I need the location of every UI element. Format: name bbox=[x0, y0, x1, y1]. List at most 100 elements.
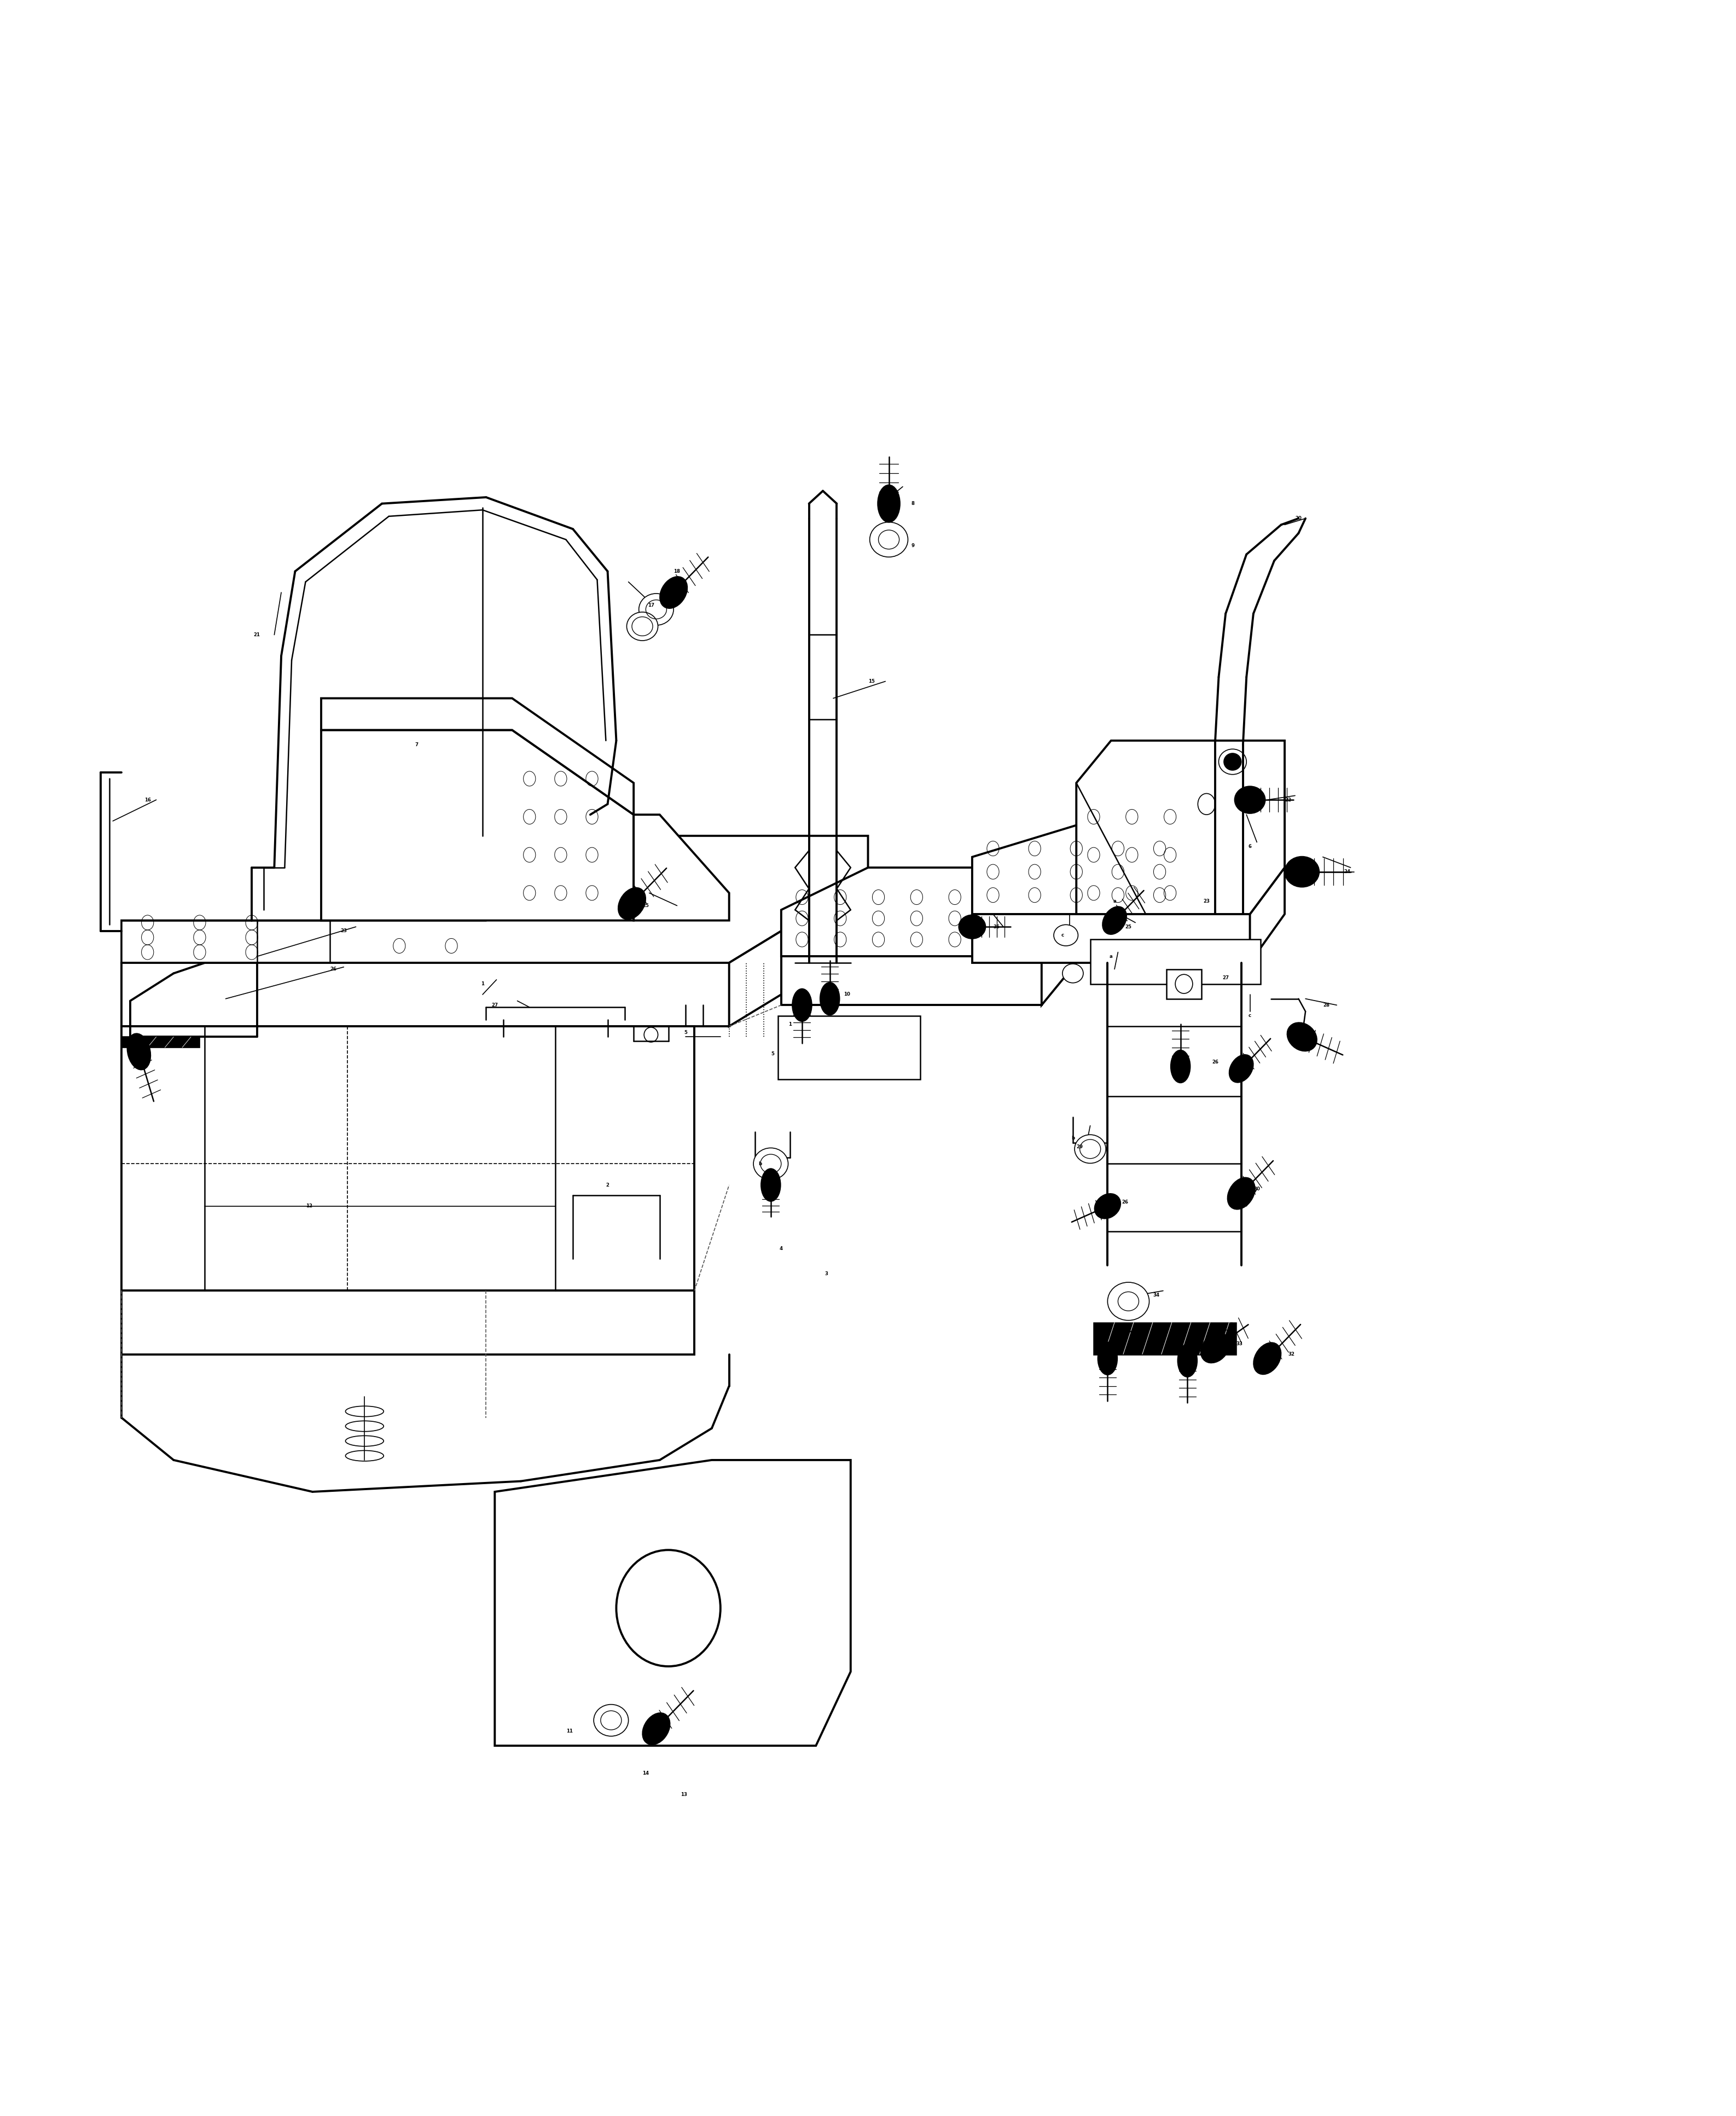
Text: 23: 23 bbox=[340, 929, 347, 933]
Text: 22: 22 bbox=[1285, 798, 1292, 802]
Ellipse shape bbox=[1062, 965, 1083, 982]
Text: 1: 1 bbox=[481, 982, 484, 986]
Polygon shape bbox=[1250, 868, 1285, 963]
Text: 5: 5 bbox=[771, 1052, 774, 1056]
Ellipse shape bbox=[878, 485, 899, 523]
Ellipse shape bbox=[1177, 1344, 1198, 1378]
Ellipse shape bbox=[753, 1147, 788, 1181]
Text: 26: 26 bbox=[1212, 1060, 1219, 1064]
Polygon shape bbox=[122, 963, 729, 1026]
Ellipse shape bbox=[639, 592, 674, 626]
Ellipse shape bbox=[642, 1714, 670, 1744]
Ellipse shape bbox=[1234, 787, 1266, 813]
Text: 26: 26 bbox=[1121, 1200, 1128, 1204]
Text: b: b bbox=[759, 1162, 762, 1166]
Polygon shape bbox=[122, 1026, 694, 1291]
Polygon shape bbox=[1090, 940, 1260, 984]
Text: 12: 12 bbox=[306, 1204, 312, 1208]
Text: a: a bbox=[1109, 954, 1113, 959]
Ellipse shape bbox=[870, 523, 908, 557]
Text: b: b bbox=[1071, 1136, 1075, 1141]
Polygon shape bbox=[1076, 741, 1285, 914]
Polygon shape bbox=[122, 1291, 694, 1354]
Text: 6: 6 bbox=[1248, 844, 1252, 849]
Text: 19: 19 bbox=[660, 590, 667, 595]
Ellipse shape bbox=[1054, 925, 1078, 946]
Ellipse shape bbox=[1097, 1342, 1118, 1375]
Text: 17: 17 bbox=[648, 603, 654, 607]
Polygon shape bbox=[495, 1460, 851, 1746]
Ellipse shape bbox=[1201, 1333, 1229, 1363]
Text: 33: 33 bbox=[1236, 1342, 1243, 1346]
Ellipse shape bbox=[594, 1705, 628, 1735]
Polygon shape bbox=[1167, 969, 1201, 999]
Text: 31: 31 bbox=[1139, 1325, 1146, 1329]
Text: 28: 28 bbox=[1323, 1003, 1330, 1007]
Ellipse shape bbox=[958, 914, 986, 940]
Ellipse shape bbox=[627, 612, 658, 641]
Text: 4: 4 bbox=[779, 1246, 783, 1251]
Ellipse shape bbox=[819, 982, 840, 1016]
Polygon shape bbox=[1042, 914, 1076, 1005]
Polygon shape bbox=[634, 815, 729, 920]
Text: 27: 27 bbox=[491, 1003, 498, 1007]
Polygon shape bbox=[122, 836, 868, 963]
Text: 30: 30 bbox=[1253, 1187, 1260, 1191]
Text: 9: 9 bbox=[911, 544, 915, 548]
Ellipse shape bbox=[1095, 1193, 1120, 1219]
Ellipse shape bbox=[1253, 1344, 1281, 1373]
Text: 13: 13 bbox=[681, 1792, 687, 1796]
Ellipse shape bbox=[1075, 1134, 1106, 1164]
Ellipse shape bbox=[660, 578, 687, 607]
Ellipse shape bbox=[1102, 906, 1127, 935]
Text: c: c bbox=[1248, 1014, 1252, 1018]
Text: c: c bbox=[1061, 933, 1064, 937]
Polygon shape bbox=[781, 868, 1076, 956]
Text: 29: 29 bbox=[1076, 1145, 1083, 1149]
Text: 25: 25 bbox=[642, 904, 649, 908]
Polygon shape bbox=[729, 878, 868, 1026]
Text: 15: 15 bbox=[868, 679, 875, 683]
Polygon shape bbox=[122, 920, 330, 963]
Text: 11: 11 bbox=[566, 1729, 573, 1733]
Text: 3: 3 bbox=[825, 1272, 828, 1276]
Ellipse shape bbox=[792, 988, 812, 1022]
Ellipse shape bbox=[618, 889, 646, 918]
Ellipse shape bbox=[1285, 857, 1319, 887]
Polygon shape bbox=[972, 815, 1285, 914]
Ellipse shape bbox=[1286, 1022, 1318, 1052]
Text: 8: 8 bbox=[911, 501, 915, 506]
Text: 14: 14 bbox=[642, 1771, 649, 1775]
Text: 33: 33 bbox=[1184, 1356, 1191, 1361]
Polygon shape bbox=[781, 956, 1042, 1005]
Text: 34: 34 bbox=[1153, 1293, 1160, 1297]
Polygon shape bbox=[321, 698, 634, 815]
Text: 7: 7 bbox=[415, 743, 418, 747]
Ellipse shape bbox=[1170, 1050, 1191, 1083]
Ellipse shape bbox=[1229, 1054, 1253, 1083]
Text: 35: 35 bbox=[993, 925, 1000, 929]
Text: 2: 2 bbox=[606, 1183, 609, 1187]
Text: 10: 10 bbox=[844, 992, 851, 997]
Text: 18: 18 bbox=[674, 569, 681, 573]
Ellipse shape bbox=[1108, 1282, 1149, 1320]
Text: 23: 23 bbox=[1203, 899, 1210, 904]
Ellipse shape bbox=[760, 1168, 781, 1202]
Text: 27: 27 bbox=[1222, 975, 1229, 980]
Text: 32: 32 bbox=[1288, 1352, 1295, 1356]
Ellipse shape bbox=[127, 1033, 151, 1071]
Ellipse shape bbox=[1227, 1179, 1255, 1208]
Polygon shape bbox=[972, 914, 1250, 963]
Polygon shape bbox=[122, 1037, 200, 1047]
Text: 24: 24 bbox=[1344, 870, 1351, 874]
Text: 5: 5 bbox=[684, 1030, 687, 1035]
Text: a: a bbox=[1113, 899, 1116, 904]
Text: 25: 25 bbox=[1125, 925, 1132, 929]
Polygon shape bbox=[1094, 1322, 1236, 1354]
Text: 26: 26 bbox=[330, 967, 337, 971]
Polygon shape bbox=[778, 1016, 920, 1079]
Text: 20: 20 bbox=[1295, 516, 1302, 521]
Ellipse shape bbox=[1224, 753, 1241, 770]
Text: 16: 16 bbox=[144, 798, 151, 802]
Text: 1: 1 bbox=[788, 1022, 792, 1026]
